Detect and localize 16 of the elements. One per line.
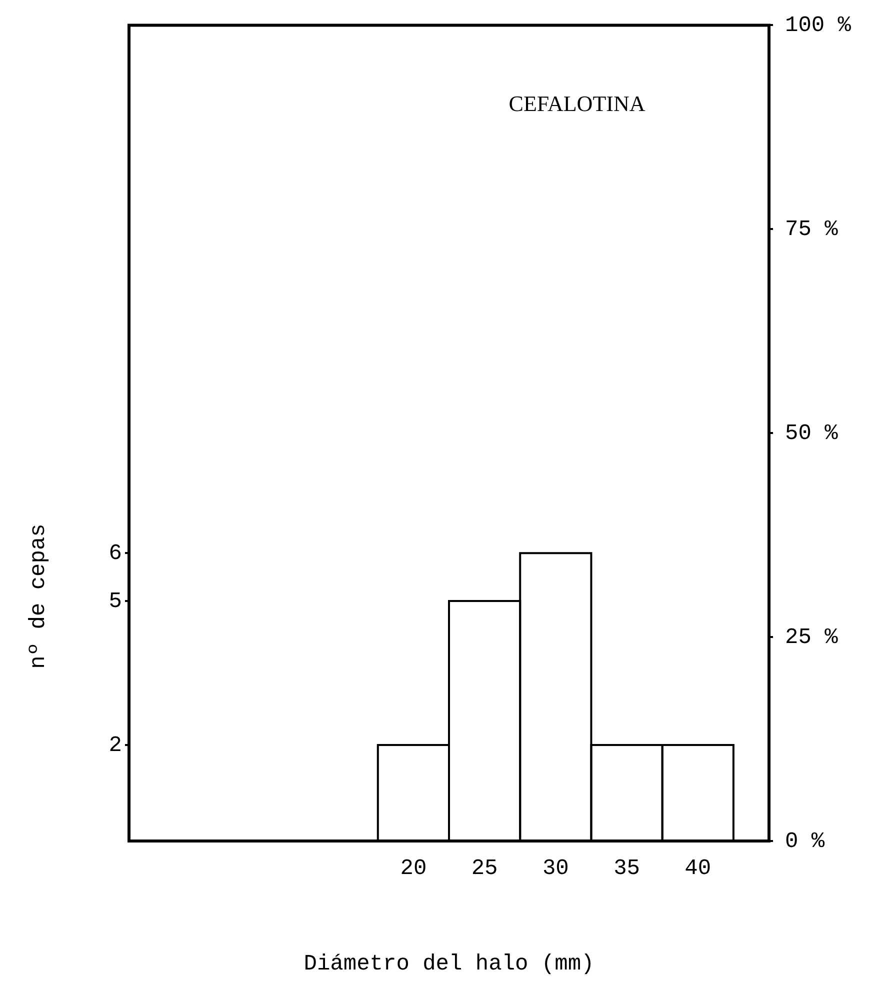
y2-tick-label: 25 %: [785, 624, 839, 650]
y-axis-title: nº de cepas: [26, 524, 51, 669]
x-tick-label: 20: [400, 856, 427, 882]
y-tick-label: 5: [108, 588, 122, 614]
y2-tick-label: 50 %: [785, 420, 839, 446]
x-tick-label: 25: [471, 856, 498, 882]
y2-tick-label: 100 %: [785, 13, 852, 38]
y-tick-label: 2: [108, 732, 122, 758]
x-tick-label: 30: [542, 856, 569, 882]
x-tick-label: 35: [614, 856, 640, 882]
y-tick-label: 6: [108, 540, 122, 566]
x-tick-label: 40: [684, 856, 712, 882]
x-axis-title: Diámetro del halo (mm): [304, 952, 594, 977]
y2-tick-label: 0 %: [785, 828, 826, 854]
annotation: CEFALOTINA: [508, 90, 646, 116]
y2-tick-label: 75 %: [785, 216, 839, 242]
